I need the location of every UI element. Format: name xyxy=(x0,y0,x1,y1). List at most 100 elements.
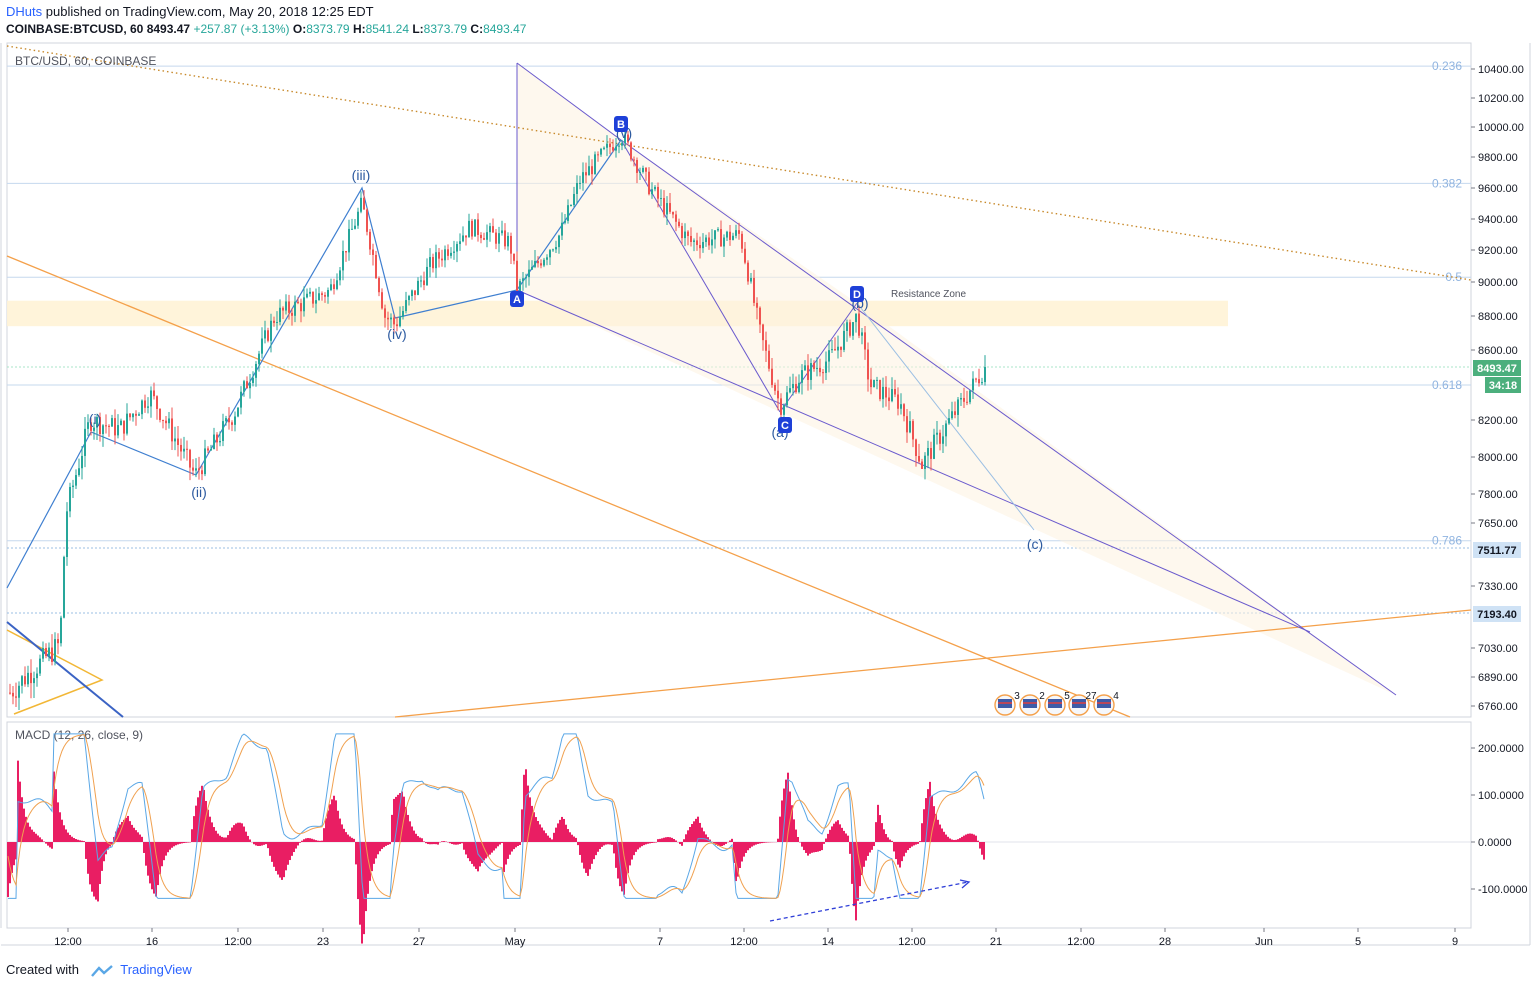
candle-body xyxy=(282,307,284,311)
candle-body xyxy=(297,301,299,304)
price-axis-label: 6760.00 xyxy=(1478,701,1518,713)
candle-body xyxy=(330,284,332,291)
candle-body xyxy=(126,413,128,434)
candle-body xyxy=(264,330,266,339)
candle-body xyxy=(540,263,542,266)
candle-body xyxy=(429,257,431,267)
candle-body xyxy=(897,394,899,409)
candle-body xyxy=(327,290,329,297)
candle-body xyxy=(978,379,980,384)
candle-body xyxy=(813,363,815,369)
fib-level-05-label: 0.5 xyxy=(1445,270,1462,284)
time-axis-label: 28 xyxy=(1159,936,1171,948)
candle-body xyxy=(969,390,971,403)
candle-body xyxy=(132,413,134,418)
price-axis-label: 10200.00 xyxy=(1478,93,1524,105)
candle-body xyxy=(882,386,884,400)
event-count-label: 3 xyxy=(1014,691,1020,702)
candle-body xyxy=(108,425,110,427)
candle-body xyxy=(120,420,122,426)
price-axis-label: 6890.00 xyxy=(1478,672,1518,684)
price-label-text: 7511.77 xyxy=(1477,545,1516,557)
candle-body xyxy=(657,186,659,199)
candle-body xyxy=(87,422,89,429)
candle-body xyxy=(312,291,314,304)
candle-body xyxy=(633,159,635,161)
candle-body xyxy=(834,349,836,351)
candle-body xyxy=(123,420,125,434)
candle-body xyxy=(819,367,821,373)
time-axis-label: 9 xyxy=(1452,936,1458,948)
candle-body xyxy=(63,556,65,618)
open-value: 8373.79 xyxy=(306,22,350,36)
author-link[interactable]: DHuts xyxy=(6,4,43,19)
candle-body xyxy=(795,383,797,393)
candle-body xyxy=(786,392,788,406)
candle-body xyxy=(279,307,281,323)
candle-body xyxy=(543,259,545,266)
price-axis-label: 7030.00 xyxy=(1478,643,1518,655)
countdown-text: 34:18 xyxy=(1489,380,1517,392)
candle-body xyxy=(390,317,392,320)
candle-body xyxy=(717,229,719,231)
candle-body xyxy=(867,349,869,380)
candle-body xyxy=(222,421,224,441)
candle-body xyxy=(492,226,494,233)
candle-body xyxy=(111,418,113,427)
candle-body xyxy=(495,232,497,244)
price-pane-frame xyxy=(6,42,1472,718)
candle-body xyxy=(693,240,695,243)
tradingview-link[interactable]: TradingView xyxy=(120,962,192,977)
time-axis-label: 12:00 xyxy=(730,936,758,948)
candle-body xyxy=(750,277,752,282)
candle-body xyxy=(336,280,338,290)
countdown-box xyxy=(1485,377,1521,393)
channel-upper xyxy=(620,139,1397,696)
candle-body xyxy=(537,261,539,264)
macd-axis-label: -100.0000 xyxy=(1478,884,1528,896)
pattern-bc xyxy=(620,139,781,413)
candle-body xyxy=(354,225,356,229)
candle-body xyxy=(942,436,944,444)
candle-body xyxy=(744,248,746,263)
candle-body xyxy=(372,249,374,255)
price-label-box xyxy=(1473,606,1521,622)
wave-label-c: (c) xyxy=(1027,536,1043,552)
orange-ascending-trendline xyxy=(394,609,1472,718)
candle-body xyxy=(414,290,416,295)
candle-body xyxy=(714,230,716,240)
symbol-label[interactable]: COINBASE:BTCUSD, 60 xyxy=(6,22,144,36)
footer: Created with TradingView xyxy=(6,962,192,977)
candle-body xyxy=(171,418,173,442)
candle-body xyxy=(849,322,851,336)
candle-body xyxy=(276,322,278,324)
candle-body xyxy=(252,377,254,383)
price-change: +257.87 (+3.13%) xyxy=(193,22,290,36)
candle-body xyxy=(864,332,866,350)
candle-body xyxy=(474,219,476,237)
price-axis-label: 10000.00 xyxy=(1478,122,1524,134)
candle-body xyxy=(75,475,77,486)
candle-body xyxy=(768,350,770,369)
time-axis-label: 12:00 xyxy=(1067,936,1095,948)
candle-body xyxy=(465,235,467,238)
candle-body xyxy=(156,396,158,409)
candle-body xyxy=(675,214,677,222)
candle-body xyxy=(687,231,689,236)
candle-body xyxy=(660,198,662,200)
candle-body xyxy=(621,143,623,146)
candle-body xyxy=(954,411,956,415)
macd-line xyxy=(8,733,985,899)
candle-body xyxy=(489,226,491,233)
candle-body xyxy=(807,365,809,380)
candle-body xyxy=(642,167,644,172)
candle-body xyxy=(45,647,47,657)
candle-body xyxy=(591,166,593,175)
candle-body xyxy=(147,406,149,408)
candle-body xyxy=(192,467,194,471)
candle-body xyxy=(972,378,974,391)
candle-body xyxy=(636,159,638,173)
publish-info: DHuts published on TradingView.com, May … xyxy=(6,4,374,19)
pattern-fill xyxy=(517,63,1396,695)
